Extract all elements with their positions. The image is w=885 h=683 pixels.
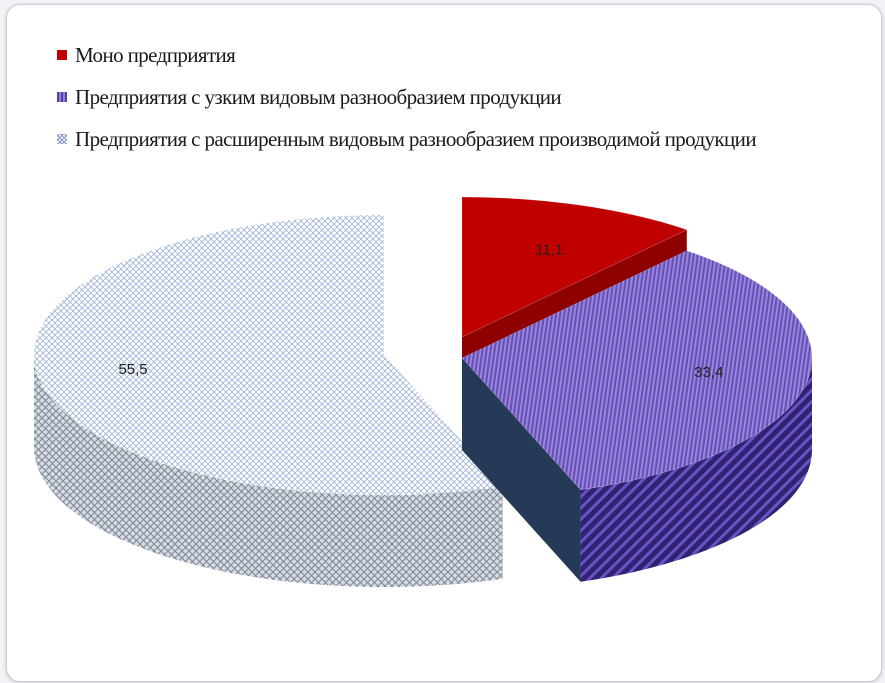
legend-item-narrow: Предприятия с узким видовым разнообразие… [57,84,756,109]
data-label-mono: 11,1 [535,241,563,258]
slice-wall-narrow-1 [462,358,581,582]
chart-frame: Моно предприятия Предприятия с узким вид… [6,4,882,682]
slice-top-narrow [461,250,813,491]
legend-swatch-narrow [57,92,67,102]
legend-item-mono: Моно предприятия [57,42,756,67]
chart-legend: Моно предприятия Предприятия с узким вид… [57,42,757,171]
legend-item-extended: Предприятия с расширенным видовым разноо… [57,126,757,151]
pie-slice-narrow [461,250,813,582]
legend-label-narrow: Предприятия с узким видовым разнообразие… [75,84,562,109]
slice-top-mono [461,196,688,338]
pie-chart: 11,1 33,4 55,5 [33,196,813,588]
legend-label-extended: Предприятия с расширенным видовым разноо… [75,126,757,151]
data-label-narrow: 33,4 [694,364,723,381]
pie-slice-extended [33,214,504,588]
legend-swatch-extended [57,134,67,144]
data-label-extended: 55,5 [118,361,147,378]
slice-side-narrow [580,358,812,582]
legend-label-mono: Моно предприятия [75,42,236,67]
slice-top-extended [33,214,504,496]
slice-side-extended [34,355,503,588]
legend-swatch-mono [57,50,67,60]
